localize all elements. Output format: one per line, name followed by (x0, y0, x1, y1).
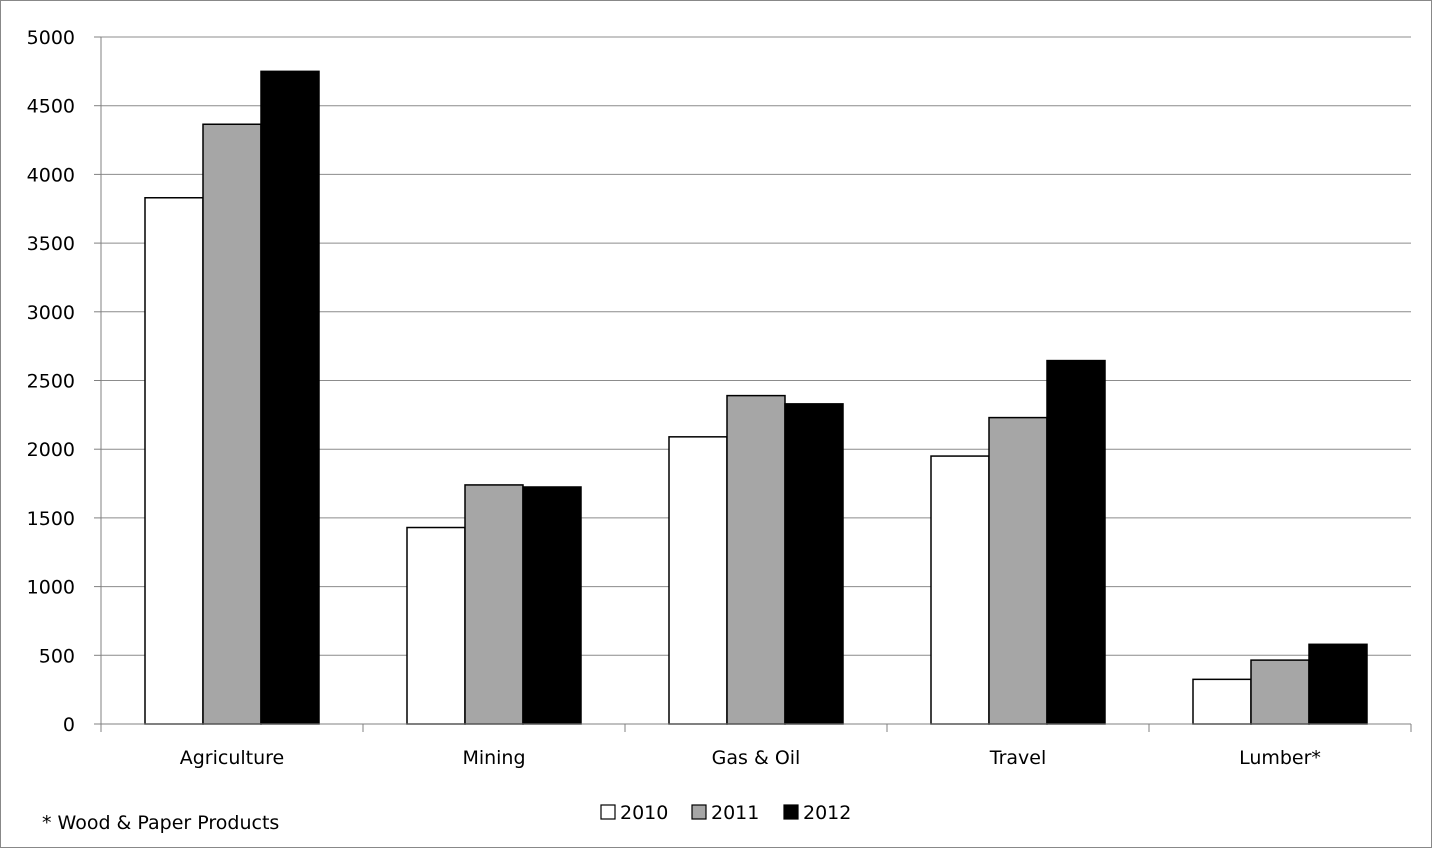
x-tick-label: Lumber* (1239, 747, 1321, 769)
y-tick-label: 500 (39, 645, 75, 667)
y-tick-label: 2500 (27, 371, 75, 393)
y-tick-label: 1500 (27, 508, 75, 530)
y-tick-label: 0 (63, 714, 75, 736)
x-tick-labels: Agriculture Mining Gas & Oil Travel Lumber* (180, 747, 1321, 769)
x-tick-label: Mining (462, 747, 525, 769)
bars (144, 70, 1368, 725)
footnote: * Wood & Paper Products (42, 812, 279, 834)
y-tick-label: 1000 (27, 577, 75, 599)
y-tick-label: 2000 (27, 439, 75, 461)
x-tick-label: Travel (989, 747, 1046, 769)
bar-2012-3 (1046, 359, 1106, 725)
bar-2012-1 (522, 486, 582, 725)
y-tick-label: 4500 (27, 96, 75, 118)
bar-2012-2 (784, 403, 844, 725)
y-tick-label: 5000 (27, 27, 75, 49)
y-tick-label: 3000 (27, 302, 75, 324)
legend-label-2011: 2011 (711, 802, 759, 824)
bar-2011-2 (726, 394, 786, 725)
bar-2012-0 (260, 70, 320, 725)
bar-2011-0 (202, 123, 262, 725)
bar-2010-0 (144, 197, 204, 725)
legend-label-2010: 2010 (620, 802, 668, 824)
bar-2010-3 (930, 455, 990, 725)
bar-2011-1 (464, 484, 524, 725)
legend-label-2012: 2012 (803, 802, 851, 824)
y-tick-labels: 0 500 1000 1500 2000 2500 3000 3500 4000 4500 5000 (27, 27, 75, 736)
bar-2010-4 (1192, 678, 1252, 725)
bar-2010-2 (668, 436, 728, 725)
bar-2011-3 (988, 416, 1048, 725)
axes (94, 36, 1412, 732)
x-tick-label: Agriculture (180, 747, 285, 769)
bar-2012-4 (1308, 643, 1368, 725)
x-tick-label: Gas & Oil (712, 747, 801, 769)
y-tick-label: 3500 (27, 233, 75, 255)
bar-2011-4 (1250, 659, 1310, 725)
legend-swatch-2011 (691, 804, 707, 820)
legend-swatch-2012 (783, 804, 799, 820)
y-tick-label: 4000 (27, 164, 75, 186)
legend-swatch-2010 (600, 804, 616, 820)
bar-2010-1 (406, 526, 466, 725)
legend: 2010 2011 2012 (600, 802, 851, 824)
